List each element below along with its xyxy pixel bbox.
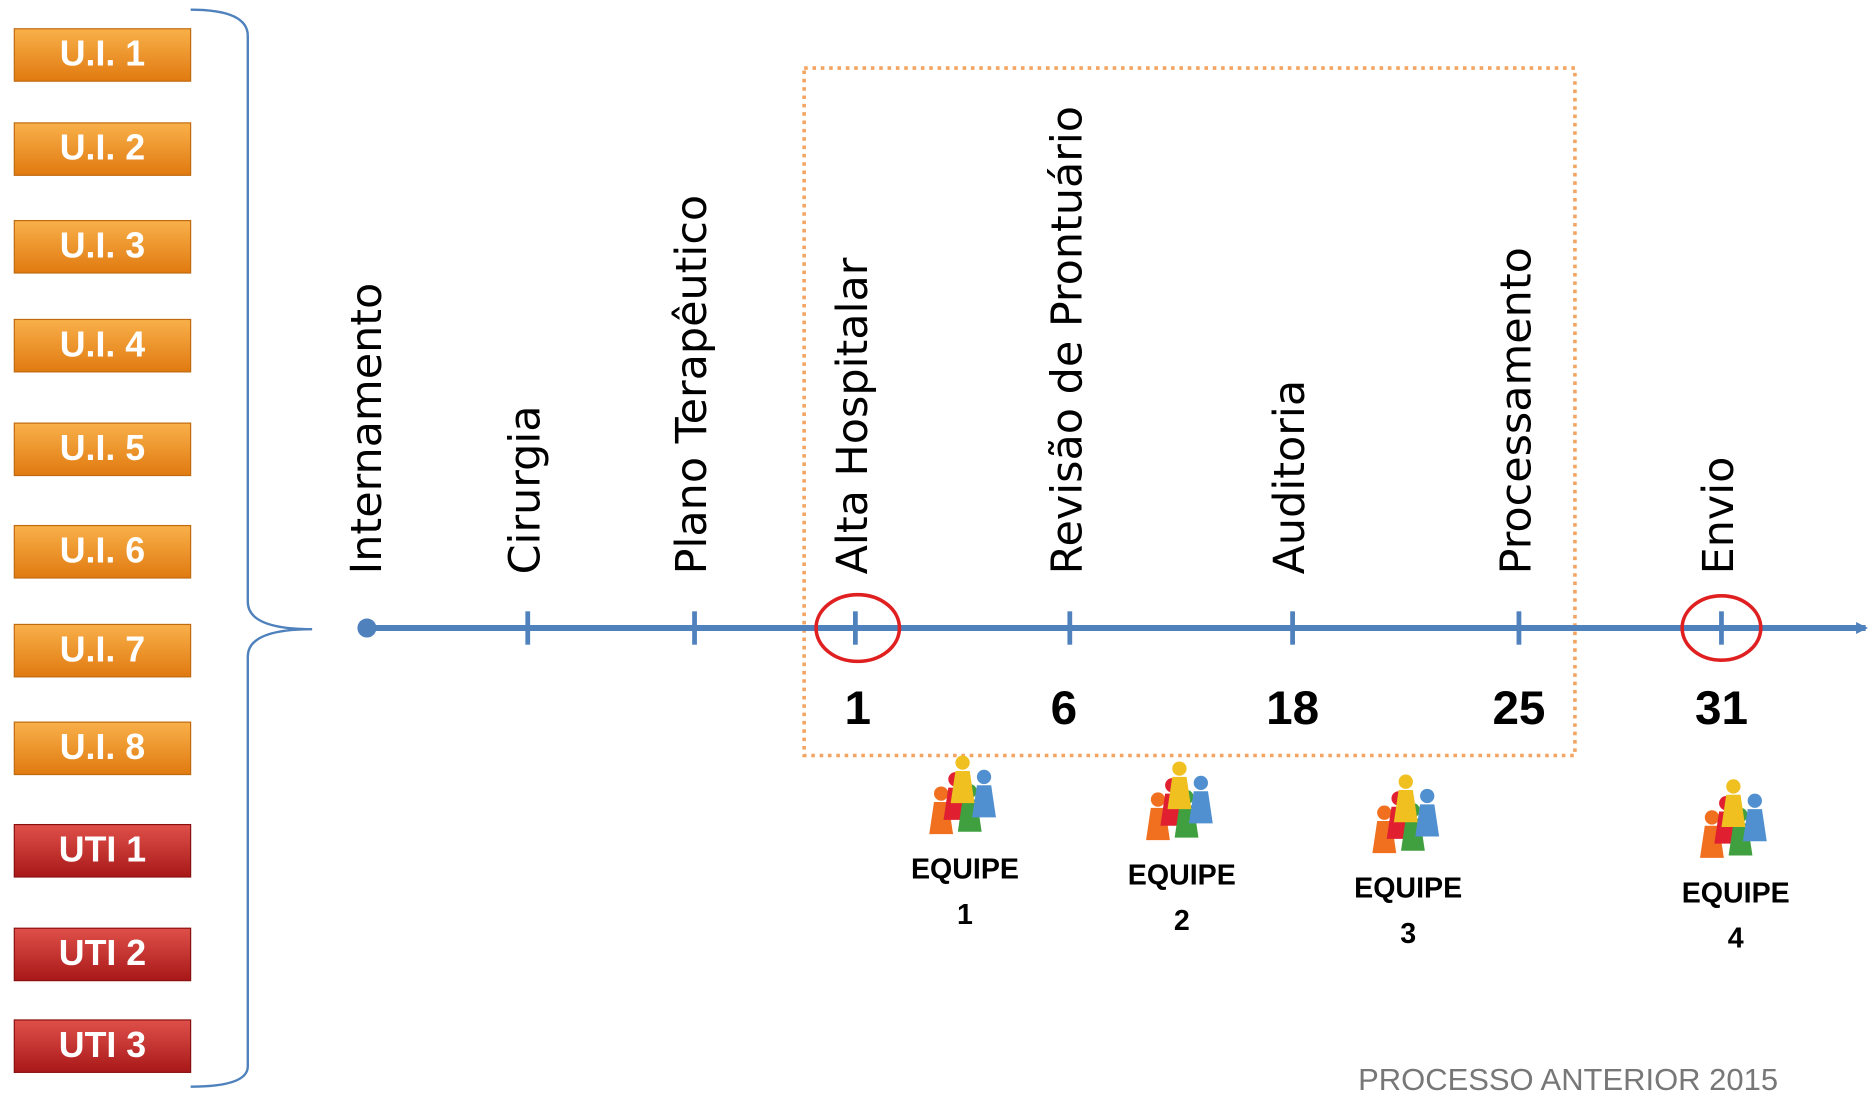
unit-label: U.I. 7: [60, 629, 145, 669]
day-label: 25: [1492, 682, 1545, 735]
stage-label: Internamento: [342, 283, 392, 575]
stage-label: Cirurgia: [500, 405, 550, 574]
page: {"units": ["U.I. 1", "U.I. 2", "U.I. 3",…: [0, 0, 1868, 1094]
unit-label: U.I. 4: [60, 324, 145, 364]
unit-label: U.I. 3: [60, 225, 145, 265]
unit-label: U.I. 5: [60, 428, 145, 468]
unit-label: UTI 1: [59, 829, 146, 869]
person-head: [1420, 789, 1434, 803]
day-label: 1: [845, 682, 872, 735]
stage-label: Auditoria: [1265, 380, 1315, 575]
person-head: [1726, 779, 1740, 793]
day-label: 31: [1695, 682, 1748, 735]
team-label: EQUIPE: [911, 854, 1019, 886]
highlight-box: [804, 68, 1575, 755]
team-label: EQUIPE: [1128, 860, 1236, 892]
stage-label: Revisão de Prontuário: [1042, 106, 1092, 574]
team-icon: [929, 755, 996, 834]
person-head: [1748, 794, 1762, 808]
day-label: 18: [1266, 682, 1319, 735]
unit-label: U.I. 8: [60, 727, 145, 767]
person-head: [1151, 792, 1165, 806]
team-number: 4: [1728, 923, 1744, 955]
person-head: [1377, 806, 1391, 820]
team-number: 3: [1400, 918, 1416, 950]
brace: [191, 10, 313, 1087]
unit-label: U.I. 1: [60, 34, 145, 74]
team-icon: [1372, 775, 1439, 854]
unit-label: UTI 2: [59, 933, 146, 973]
person-head: [1705, 810, 1719, 824]
person-head: [1194, 776, 1208, 790]
team-number: 2: [1174, 905, 1190, 937]
diagram: PROCESSO ANTERIOR 2015 U.I. 1 U.I. 2 U.I. …: [0, 0, 1868, 1094]
person-head: [1399, 775, 1413, 789]
person-head: [955, 755, 969, 769]
person-head: [934, 786, 948, 800]
unit-label: UTI 3: [59, 1025, 146, 1065]
team-label: EQUIPE: [1354, 873, 1462, 905]
timeline-start: [357, 618, 376, 637]
footer: PROCESSO ANTERIOR 2015: [1358, 1062, 1778, 1094]
team-label: EQUIPE: [1682, 877, 1790, 909]
stage-label: Alta Hospitalar: [828, 257, 878, 574]
unit-label: U.I. 6: [60, 530, 145, 570]
team-icon: [1146, 761, 1213, 840]
day-label: 6: [1051, 682, 1078, 735]
stage-label: Processamento: [1491, 247, 1541, 574]
person-head: [977, 770, 991, 784]
unit-label: U.I. 2: [60, 128, 145, 168]
stage-label: Plano Terapêutico: [667, 195, 717, 575]
person-head: [1172, 761, 1186, 775]
stage-label: Envio: [1694, 457, 1744, 575]
team-icon: [1700, 779, 1767, 858]
team-number: 1: [957, 899, 973, 931]
